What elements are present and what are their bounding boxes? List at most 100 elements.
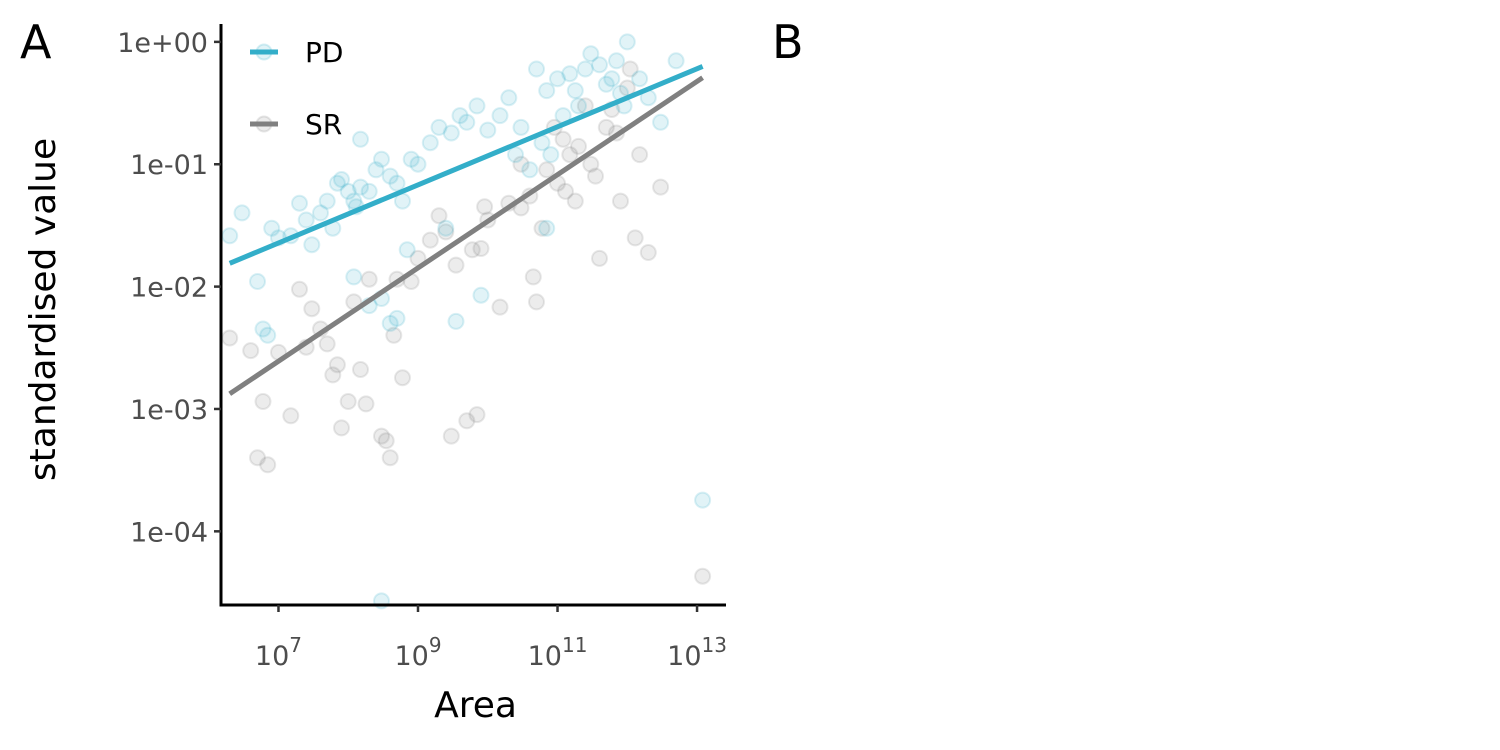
y-tick-label: 1e-03 [130, 395, 208, 426]
data-point-sr [291, 280, 308, 298]
y-tick-label: 1e-01 [130, 150, 208, 181]
data-point-sr [442, 427, 460, 445]
data-point-sr [352, 361, 369, 378]
data-point-pd [328, 174, 346, 192]
data-point-sr [591, 249, 608, 267]
panel-label-a: A [20, 15, 52, 69]
data-point-pd [381, 167, 399, 185]
data-point-pd [303, 236, 321, 254]
data-point-pd [398, 241, 416, 259]
y-axis-title: standardised value [23, 138, 64, 481]
data-point-pd [221, 227, 239, 245]
data-point-sr [447, 256, 465, 274]
data-point-pd [538, 219, 556, 237]
data-point-pd [291, 194, 308, 212]
data-point-pd [667, 52, 685, 70]
data-point-pd [333, 171, 350, 188]
data-point-sr [524, 268, 542, 286]
data-point-sr [333, 419, 350, 437]
data-point-sr [328, 356, 346, 374]
data-point-sr [259, 456, 277, 474]
data-point-pd [360, 182, 378, 200]
data-point-pd [576, 60, 594, 78]
data-point-sr [528, 293, 545, 311]
data-point-pd [447, 312, 465, 330]
data-point-sr [360, 270, 378, 288]
data-point-pd [352, 130, 369, 148]
data-point-pd [254, 320, 272, 338]
data-point-sr [377, 432, 395, 450]
data-point-pd [388, 309, 406, 327]
data-point-sr [557, 182, 574, 200]
panel-label-b: B [772, 15, 804, 69]
data-point-pd [421, 134, 439, 152]
data-point-sr [621, 60, 639, 78]
data-point-sr [242, 342, 260, 360]
data-point-sr [221, 329, 239, 347]
data-point-sr [394, 369, 411, 387]
data-point-sr [437, 223, 455, 241]
data-point-sr [626, 229, 644, 247]
data-point-pd [468, 97, 486, 115]
data-point-sr [303, 300, 321, 318]
data-point-sr [381, 449, 399, 467]
data-point-pd [345, 192, 363, 210]
y-tick-label: 1e+00 [117, 28, 208, 59]
data-point-pd [608, 52, 625, 70]
data-point-sr [639, 244, 657, 261]
data-point-sr [458, 412, 476, 430]
data-point-pd [694, 491, 712, 509]
data-point-sr [570, 137, 587, 155]
data-point-pd [538, 82, 556, 100]
data-point-sr [421, 231, 439, 249]
data-point-pd [591, 56, 608, 74]
legend: PD SR [250, 36, 343, 141]
data-point-pd [549, 70, 566, 88]
data-point-pd [339, 182, 357, 200]
data-point-pd [652, 113, 670, 131]
data-point-pd [367, 161, 385, 179]
x-tick-label: 1011 [528, 633, 588, 672]
trend-line-pd [228, 64, 704, 266]
data-point-sr [631, 146, 649, 164]
trend-line-sr [228, 75, 704, 396]
data-point-sr [385, 326, 403, 344]
data-point-sr [472, 240, 490, 257]
data-point-pd [491, 107, 509, 125]
data-point-pd [249, 273, 266, 290]
data-point-pd [437, 219, 455, 237]
data-point-sr [652, 178, 670, 196]
legend-label-pd: PD [305, 36, 343, 69]
y-tick-label: 1e-04 [130, 517, 208, 548]
data-point-pd [597, 75, 615, 93]
data-point-pd [451, 107, 469, 125]
data-point-sr [491, 298, 509, 316]
data-point-sr [582, 155, 600, 173]
data-point-sr [282, 407, 300, 425]
data-point-pd [442, 124, 460, 142]
data-point-pd [566, 82, 584, 100]
data-point-pd [381, 314, 399, 332]
data-point-sr [468, 406, 486, 424]
legend-label-sr: SR [305, 108, 342, 141]
data-point-pd [500, 89, 518, 107]
data-point-sr [339, 393, 357, 410]
data-point-pd [618, 33, 636, 51]
data-point-sr [694, 567, 712, 585]
data-point-pd [458, 113, 476, 131]
data-point-sr [587, 167, 604, 185]
data-point-pd [402, 150, 420, 168]
axes-layer: 1e+00 1e-01 1e-02 1e-03 1e-04 107 109 1011 1013 A… [23, 24, 727, 726]
x-tick-label: 107 [255, 633, 302, 672]
data-point-sr [476, 198, 494, 216]
data-point-pd [507, 146, 524, 164]
data-point-sr [612, 192, 629, 210]
data-point-pd [528, 60, 545, 78]
data-point-sr [318, 335, 336, 353]
data-point-pd [521, 161, 539, 179]
data-point-pd [297, 211, 315, 229]
data-point-pd [631, 70, 649, 88]
data-point-pd [479, 121, 497, 139]
